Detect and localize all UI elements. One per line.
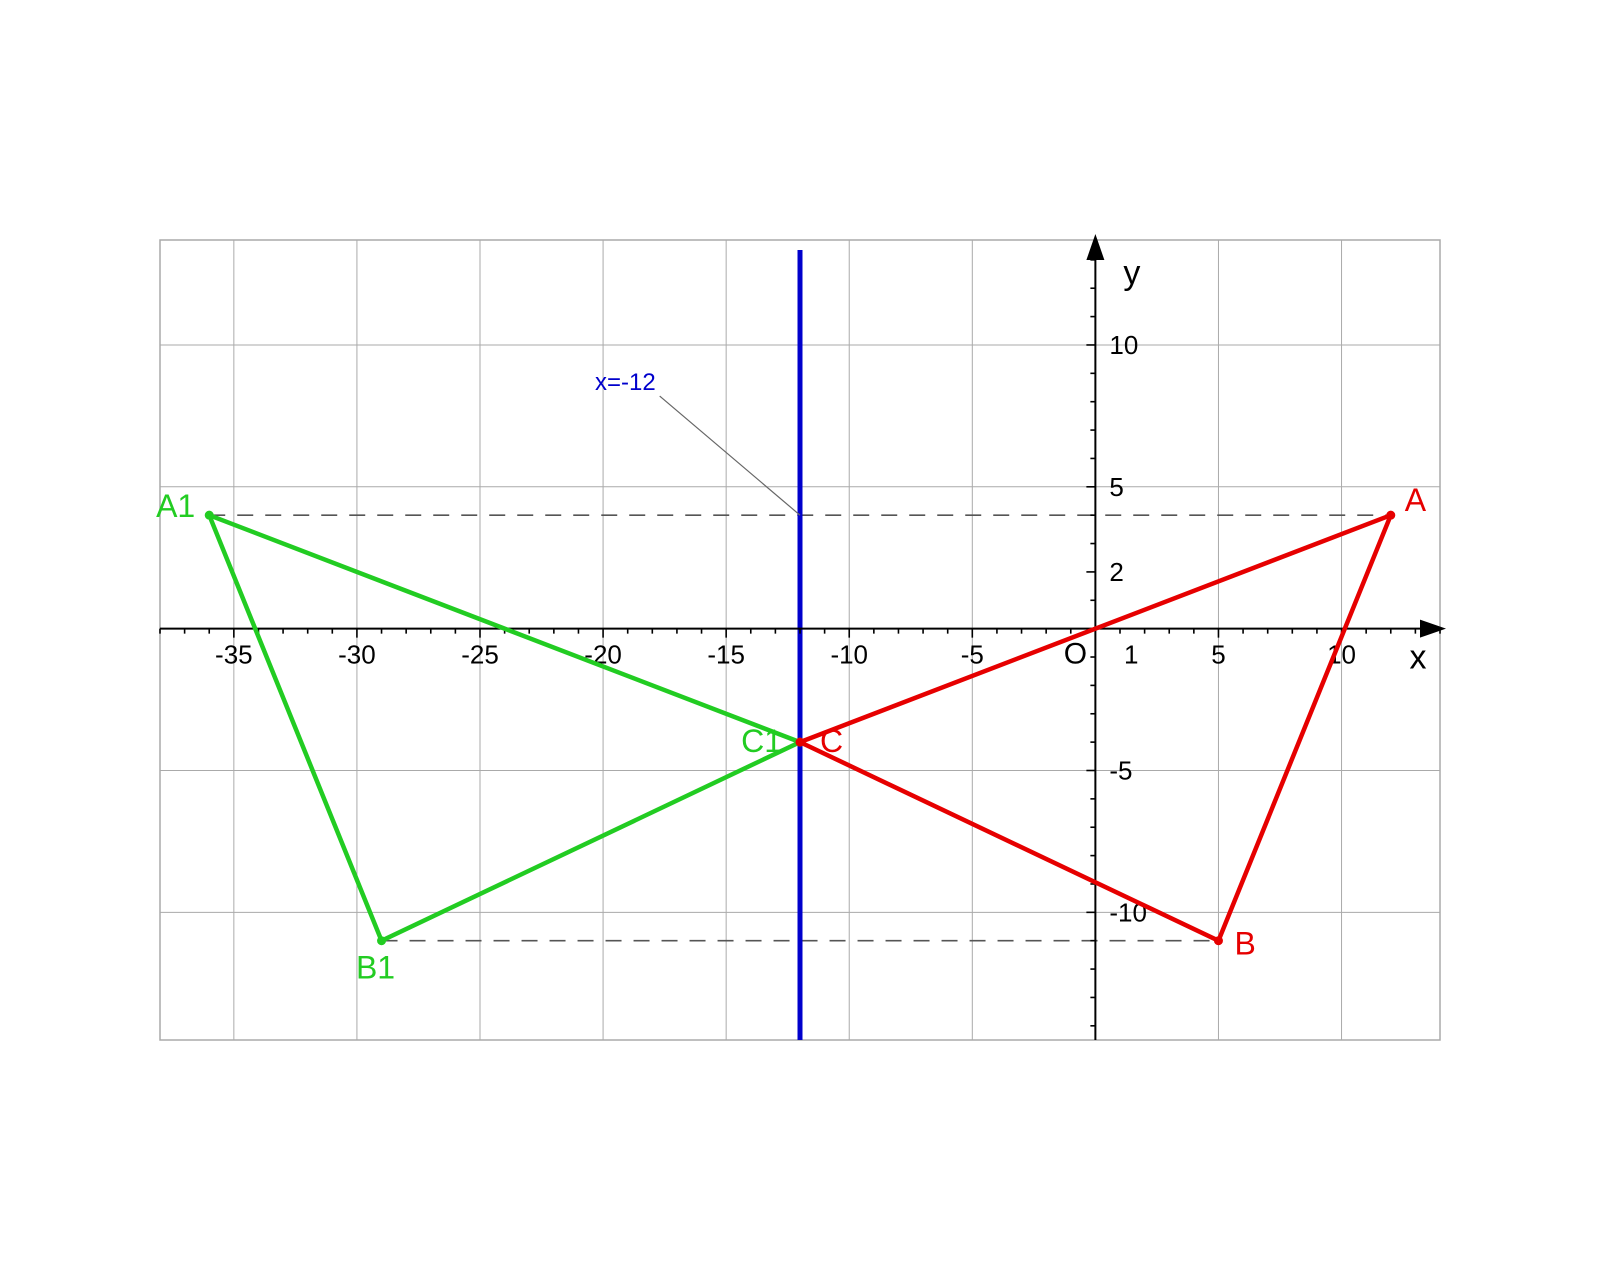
reflection-label: x=-12 xyxy=(595,369,656,396)
x-tick-label: 5 xyxy=(1211,640,1225,670)
y-tick-label: 5 xyxy=(1109,472,1123,502)
x-tick-label: -5 xyxy=(961,640,984,670)
green-label-a1: A1 xyxy=(156,488,195,524)
x-axis-label: x xyxy=(1410,639,1427,677)
x-tick-label: -30 xyxy=(338,640,376,670)
green-label-c1: C1 xyxy=(741,723,782,759)
red-label-a: A xyxy=(1405,482,1427,518)
x-tick-label: -35 xyxy=(215,640,253,670)
green-point-a1 xyxy=(205,511,214,520)
red-point-a xyxy=(1386,511,1395,520)
red-point-b xyxy=(1214,936,1223,945)
origin-label: O xyxy=(1064,638,1087,671)
red-label-b: B xyxy=(1234,926,1255,962)
x-tick-label: -10 xyxy=(830,640,868,670)
x-tick-label-1: 1 xyxy=(1124,640,1138,670)
green-label-b1: B1 xyxy=(356,950,395,986)
chart-viewport: -35-30-25-20-15-10-55101-10-52510Oxyx=-1… xyxy=(0,0,1600,1280)
y-axis-label: y xyxy=(1123,254,1140,292)
y-tick-label: 10 xyxy=(1109,330,1138,360)
coordinate-chart: -35-30-25-20-15-10-55101-10-52510Oxyx=-1… xyxy=(0,0,1600,1280)
y-tick-label: -5 xyxy=(1109,756,1132,786)
green-point-b1 xyxy=(377,936,386,945)
red-point-c xyxy=(796,738,805,747)
y-tick-label: 2 xyxy=(1109,557,1123,587)
red-label-c: C xyxy=(820,723,843,759)
x-tick-label: -25 xyxy=(461,640,499,670)
x-tick-label: -15 xyxy=(707,640,745,670)
